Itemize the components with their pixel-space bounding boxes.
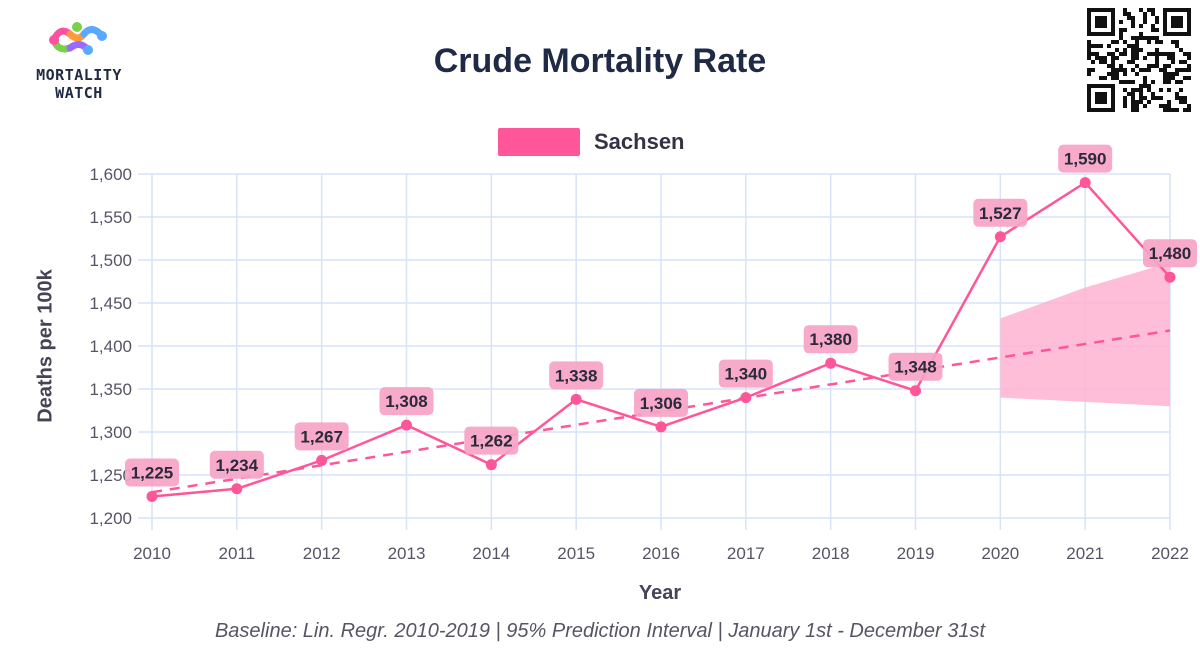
data-label-bg [549,361,604,390]
x-tick-label: 2020 [981,544,1019,563]
data-label-bg [973,198,1028,227]
x-tick-label: 2018 [812,544,850,563]
data-label: 1,338 [555,366,598,385]
legend-swatch [498,128,580,156]
data-label-bg [379,387,434,416]
legend-label-series: Sachsen [594,129,685,154]
data-point [231,483,243,495]
data-label: 1,380 [809,330,852,349]
y-tick-label: 1,250 [89,466,132,485]
x-tick-label: 2015 [557,544,595,563]
x-tick-label: 2022 [1151,544,1189,563]
y-tick-label: 1,400 [89,337,132,356]
chart-title: Crude Mortality Rate [433,42,767,80]
data-label-bg [464,426,519,455]
x-tick-label: 2017 [727,544,765,563]
data-label-bg [1058,144,1113,173]
logo-text-line2: WATCH [55,84,103,102]
data-point [1079,177,1091,189]
x-tick-label: 2016 [642,544,680,563]
x-tick-label: 2014 [472,544,510,563]
x-tick-label: 2011 [219,544,256,563]
data-label-bg [209,450,264,479]
data-label: 1,267 [300,427,343,446]
x-axis-label: Year [638,582,682,604]
y-tick-label: 1,600 [89,165,132,184]
data-label-bg [1143,239,1197,268]
data-point [401,419,412,431]
x-tick-label: 2010 [133,544,171,563]
data-label-bg [634,388,688,417]
data-label-bg [125,458,179,487]
data-label-bg [888,352,943,381]
data-label-bg [294,422,349,451]
data-label-bg [718,359,773,388]
data-point [994,231,1006,243]
baseline-caption: Baseline: Lin. Regr. 2010-2019 | 95% Pre… [214,620,986,642]
data-label: 1,480 [1149,244,1192,263]
data-label: 1,348 [894,358,937,377]
y-tick-label: 1,500 [89,251,132,270]
logo-icon [49,22,107,55]
data-label-bg [803,325,858,354]
data-point [740,392,752,404]
y-tick-label: 1,550 [89,208,132,227]
data-label: 1,234 [216,456,259,475]
data-label: 1,527 [979,204,1022,223]
data-label: 1,308 [385,392,428,411]
data-point [655,421,667,433]
x-tick-label: 2021 [1066,544,1104,563]
data-label: 1,590 [1064,150,1107,169]
y-tick-label: 1,450 [89,294,132,313]
data-label: 1,225 [131,464,174,483]
data-label: 1,306 [640,394,683,413]
data-point [825,357,837,369]
data-label: 1,262 [470,432,513,451]
x-tick-label: 2019 [897,544,935,563]
logo-text-line1: MORTALITY [36,66,122,84]
x-tick-label: 2013 [388,544,426,563]
data-label: 1,340 [725,365,768,384]
y-tick-label: 1,200 [89,509,132,528]
prediction-interval-band [1000,262,1170,407]
data-point [146,491,158,502]
data-point [485,459,497,471]
y-tick-label: 1,300 [89,423,132,442]
qr-code-icon[interactable] [1087,8,1191,112]
data-point [910,385,921,397]
data-point [570,393,582,405]
data-point [316,454,328,466]
mortality-watch-logo: MORTALITY WATCH [14,18,144,108]
x-tick-label: 2012 [303,544,341,563]
y-tick-label: 1,350 [89,380,132,399]
data-point [1164,271,1176,283]
legend[interactable]: Sachsen [498,127,685,157]
